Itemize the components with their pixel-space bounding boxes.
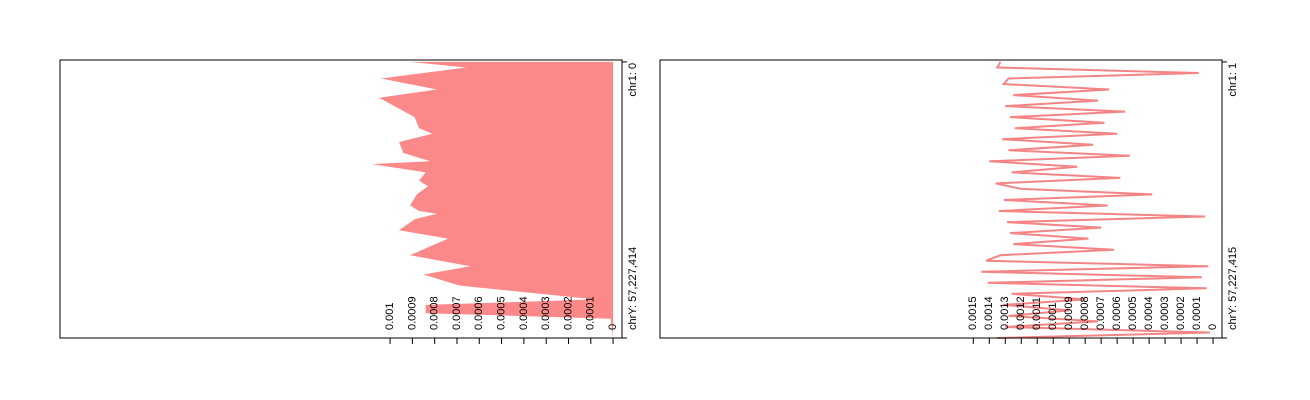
y-tick-label: 0.0011 xyxy=(1031,297,1043,330)
y-tick-label: 0.0009 xyxy=(1063,296,1075,330)
plot-frame xyxy=(59,59,623,339)
y-tick-label: 0 xyxy=(607,324,619,330)
line xyxy=(981,61,1210,339)
y-tick-label: 0.0006 xyxy=(1111,296,1123,330)
y-tick-label: 0.0006 xyxy=(473,296,485,330)
y-tick-label: 0.0008 xyxy=(1079,296,1091,330)
y-tick-label: 0.0005 xyxy=(1127,296,1139,330)
y-tick-label: 0.001 xyxy=(384,302,396,330)
y-tick-label: 0.0007 xyxy=(1095,296,1107,330)
y-tick-label: 0 xyxy=(1207,324,1219,330)
y-tick-label: 0.0015 xyxy=(967,296,979,330)
y-tick-label: 0.0001 xyxy=(585,296,597,330)
y-tick-label: 0.0004 xyxy=(1143,296,1155,330)
y-tick-label: 0.0004 xyxy=(518,296,530,330)
y-tick-label: 0.0003 xyxy=(540,296,552,330)
y-tick-label: 0.001 xyxy=(1047,302,1059,330)
plot-frame xyxy=(659,59,1223,339)
x-tick-label: chrY: 57,227,414 xyxy=(627,247,639,330)
y-tick-label: 0.0012 xyxy=(1015,296,1027,330)
y-tick-label: 0.0003 xyxy=(1159,296,1171,330)
y-tick-label: 0.0002 xyxy=(1175,296,1187,330)
y-tick-label: 0.0005 xyxy=(495,296,507,330)
y-tick-label: 0.0009 xyxy=(406,296,418,330)
y-tick-label: 0.0007 xyxy=(451,296,463,330)
y-tick-label: 0.0001 xyxy=(1191,296,1203,330)
y-tick-label: 0.0013 xyxy=(999,296,1011,330)
x-tick-label: chrY: 57,227,415 xyxy=(1227,247,1239,330)
x-tick-label: chr1: 1 xyxy=(1227,63,1239,97)
y-tick-label: 0.0002 xyxy=(562,296,574,330)
x-tick-label: chr1: 0 xyxy=(627,63,639,97)
y-tick-label: 0.0008 xyxy=(429,296,441,330)
y-tick-label: 0.0014 xyxy=(983,296,995,330)
area xyxy=(372,61,614,339)
